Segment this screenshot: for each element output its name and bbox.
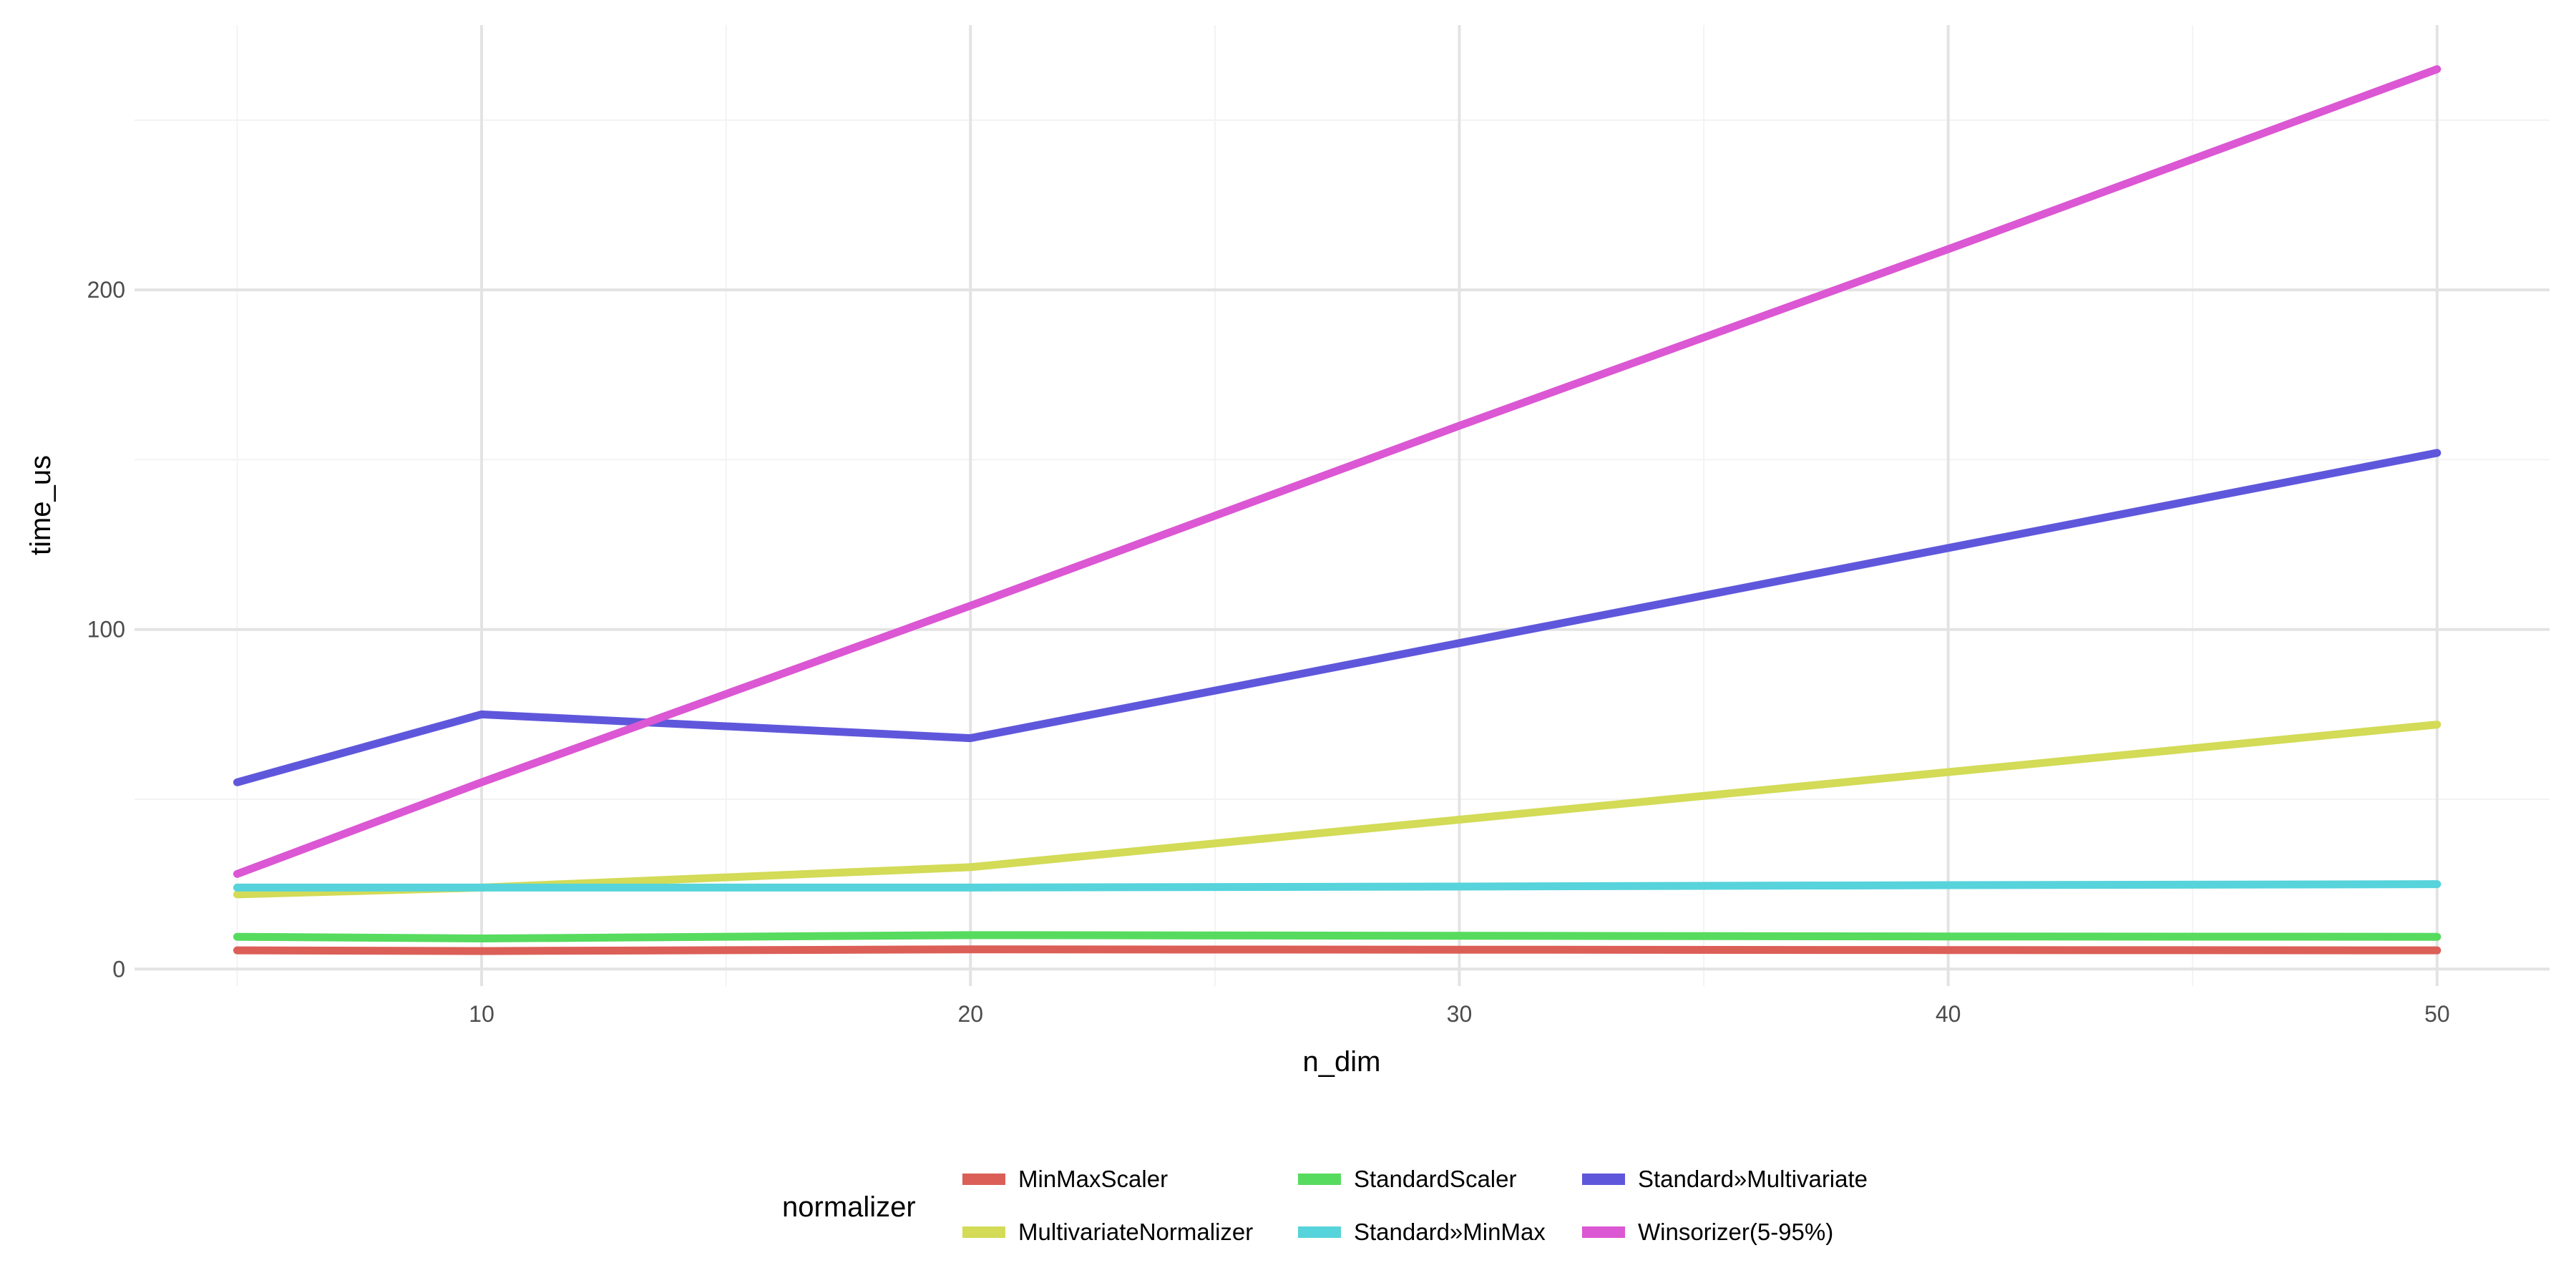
legend-label: Winsorizer(5-95%) xyxy=(1638,1219,1833,1245)
legend-label: Standard»MinMax xyxy=(1354,1219,1546,1245)
legend-key xyxy=(1298,1226,1341,1238)
legend-key xyxy=(1582,1226,1625,1238)
y-tick-label: 100 xyxy=(87,617,125,643)
major-gridlines xyxy=(135,25,2550,986)
legend-title: normalizer xyxy=(782,1191,916,1223)
legend-item: StandardScaler xyxy=(1298,1166,1516,1192)
legend-item: MultivariateNormalizer xyxy=(962,1219,1253,1245)
legend-label: StandardScaler xyxy=(1354,1166,1516,1192)
series-lines xyxy=(233,65,2441,955)
x-tick-label: 10 xyxy=(469,1001,494,1027)
x-tick-label: 50 xyxy=(2424,1001,2450,1027)
x-axis-title: n_dim xyxy=(1303,1046,1381,1078)
y-tick-label: 0 xyxy=(112,956,125,982)
legend-key xyxy=(1298,1174,1341,1185)
legend-item: MinMaxScaler xyxy=(962,1166,1168,1192)
legend-key xyxy=(962,1174,1005,1185)
series-line-minmaxscaler xyxy=(233,945,2441,955)
series-line-standard-minmax xyxy=(233,880,2441,892)
x-tick-label: 30 xyxy=(1447,1001,1473,1027)
legend-item: Winsorizer(5-95%) xyxy=(1582,1219,1833,1245)
legend-key xyxy=(962,1226,1005,1238)
series-line-standardscaler xyxy=(233,931,2441,943)
minor-gridlines xyxy=(135,25,2550,986)
legend-item: Standard»MinMax xyxy=(1298,1219,1546,1245)
legend: normalizer MinMaxScaler MultivariateNorma… xyxy=(782,1166,1868,1245)
x-tick-label: 40 xyxy=(1936,1001,1961,1027)
x-tick-label: 20 xyxy=(957,1001,983,1027)
legend-label: MinMaxScaler xyxy=(1018,1166,1168,1192)
x-tick-labels: 10 20 30 40 50 xyxy=(469,1001,2449,1027)
y-tick-labels: 0 100 200 xyxy=(87,277,125,982)
legend-item: Standard»Multivariate xyxy=(1582,1166,1868,1192)
series-line-standard-multivariate xyxy=(233,449,2441,786)
series-line-winsorizer-5-95- xyxy=(233,65,2441,878)
legend-label: MultivariateNormalizer xyxy=(1018,1219,1253,1245)
legend-key xyxy=(1582,1174,1625,1185)
legend-label: Standard»Multivariate xyxy=(1638,1166,1868,1192)
y-tick-label: 200 xyxy=(87,277,125,303)
y-axis-title: time_us xyxy=(25,455,57,555)
